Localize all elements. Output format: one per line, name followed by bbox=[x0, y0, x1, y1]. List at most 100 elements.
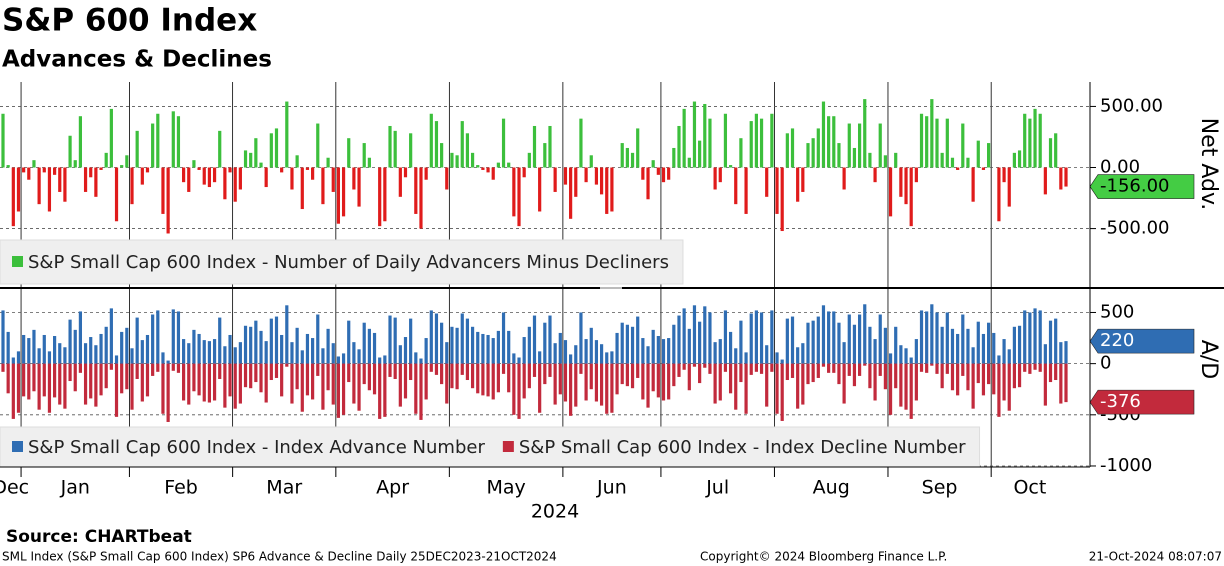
bar bbox=[543, 322, 547, 364]
bar bbox=[512, 353, 516, 364]
x-tick-label: Apr bbox=[376, 477, 409, 499]
bar bbox=[574, 167, 578, 197]
bar bbox=[909, 357, 913, 364]
bar bbox=[641, 363, 645, 400]
bar bbox=[605, 167, 609, 214]
bar bbox=[1017, 325, 1022, 364]
bar bbox=[512, 167, 516, 217]
bar bbox=[584, 363, 588, 401]
bar bbox=[692, 363, 697, 367]
bar bbox=[636, 128, 640, 168]
bar bbox=[563, 167, 568, 185]
x-tick-label: Jun bbox=[596, 477, 627, 499]
bar bbox=[883, 363, 887, 390]
bar bbox=[388, 315, 392, 364]
bar bbox=[47, 351, 52, 364]
bar bbox=[27, 338, 31, 364]
bar bbox=[254, 138, 258, 168]
bar bbox=[646, 167, 650, 200]
bar bbox=[1002, 363, 1006, 401]
bar bbox=[109, 108, 113, 168]
bar bbox=[496, 363, 500, 393]
bar bbox=[187, 167, 191, 192]
bar bbox=[950, 363, 955, 391]
bar bbox=[1038, 310, 1042, 364]
bar bbox=[414, 167, 418, 214]
bar bbox=[863, 99, 867, 168]
bar bbox=[1017, 150, 1022, 168]
bar bbox=[548, 315, 552, 364]
bar bbox=[83, 167, 88, 192]
bar bbox=[1064, 363, 1068, 403]
bar bbox=[775, 167, 779, 214]
bar bbox=[212, 363, 217, 401]
bar bbox=[857, 123, 862, 168]
bar bbox=[759, 312, 764, 364]
bar bbox=[904, 167, 908, 205]
bar bbox=[961, 363, 965, 376]
bar bbox=[259, 162, 263, 168]
bar bbox=[538, 363, 542, 413]
bar bbox=[863, 363, 867, 366]
bar bbox=[625, 363, 629, 387]
bar bbox=[801, 363, 805, 405]
bar bbox=[1038, 113, 1042, 168]
bar bbox=[507, 162, 511, 168]
bar bbox=[682, 308, 686, 364]
bar bbox=[816, 128, 820, 168]
bar bbox=[393, 363, 397, 379]
bar bbox=[857, 314, 862, 364]
subtitle: Advances & Declines bbox=[2, 47, 272, 73]
bar bbox=[295, 363, 299, 390]
bar bbox=[73, 329, 77, 364]
bar bbox=[919, 113, 924, 168]
bar bbox=[883, 155, 887, 168]
bar bbox=[238, 342, 242, 364]
x-tick-label: Jan bbox=[60, 477, 90, 499]
bar bbox=[166, 167, 170, 234]
bar bbox=[476, 165, 480, 168]
bar bbox=[496, 330, 500, 364]
bar bbox=[42, 363, 46, 397]
bar bbox=[754, 310, 758, 364]
bar bbox=[935, 118, 939, 168]
bar bbox=[145, 167, 150, 173]
bar bbox=[641, 167, 645, 180]
bar bbox=[656, 336, 660, 364]
bar bbox=[383, 363, 387, 417]
bar bbox=[553, 167, 557, 192]
x-axis-title: 2024 bbox=[531, 501, 579, 523]
bar bbox=[398, 167, 402, 197]
bar bbox=[692, 101, 697, 168]
bar bbox=[176, 363, 181, 373]
bar bbox=[1048, 138, 1053, 168]
bar bbox=[419, 363, 423, 420]
bar bbox=[73, 363, 77, 392]
bar bbox=[981, 167, 986, 170]
bar bbox=[610, 363, 614, 413]
bar bbox=[698, 140, 702, 168]
bar bbox=[981, 333, 986, 364]
bar bbox=[594, 340, 599, 364]
bar bbox=[734, 363, 738, 410]
bar bbox=[336, 356, 341, 364]
last-value-tag bbox=[1089, 328, 1195, 354]
bar bbox=[445, 167, 449, 190]
last-value-label: -156.00 bbox=[1100, 176, 1169, 197]
bar bbox=[873, 167, 877, 183]
bar bbox=[821, 101, 826, 168]
bar bbox=[501, 363, 506, 374]
bar bbox=[450, 363, 454, 389]
bar bbox=[311, 338, 315, 364]
bar bbox=[27, 167, 31, 180]
bar bbox=[589, 155, 593, 168]
plot-area: 500.00 0.00 -500.00 -156.00 Net Adv. S&P Smal… bbox=[0, 82, 1224, 523]
bar bbox=[919, 363, 924, 372]
bar bbox=[538, 167, 542, 212]
bar bbox=[171, 309, 175, 364]
bar bbox=[1007, 349, 1011, 364]
bar bbox=[950, 157, 955, 168]
bar bbox=[73, 160, 77, 168]
bar bbox=[94, 167, 98, 197]
bar bbox=[316, 363, 320, 376]
